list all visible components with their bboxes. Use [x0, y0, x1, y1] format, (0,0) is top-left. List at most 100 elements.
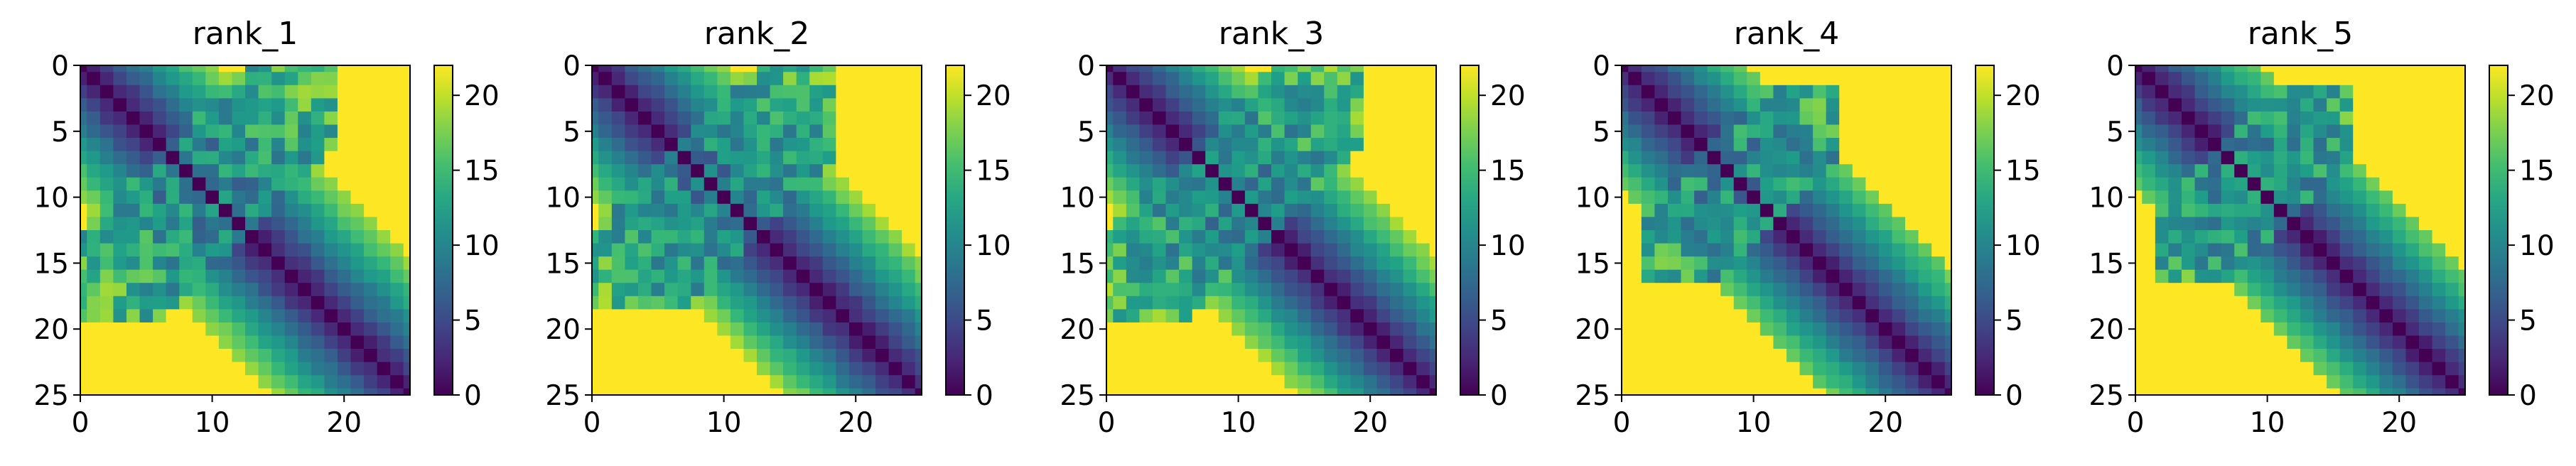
x-tick-label: 20	[326, 407, 362, 439]
heatmap-cell	[2155, 124, 2169, 139]
heatmap-cell	[113, 322, 127, 337]
heatmap-cell	[2135, 269, 2143, 283]
heatmap-cell	[179, 256, 193, 271]
heatmap-cell	[2353, 85, 2367, 99]
heatmap-cell	[1773, 164, 1787, 178]
heatmap-cell	[232, 309, 246, 323]
heatmap-cell	[888, 335, 902, 350]
heatmap-cell	[2168, 256, 2182, 271]
heatmap-cell	[1310, 151, 1325, 165]
heatmap-cell	[637, 230, 652, 244]
heatmap-cell	[1271, 217, 1286, 231]
heatmap-cell	[875, 111, 890, 126]
heatmap-cell	[1720, 269, 1735, 283]
heatmap-cell	[2260, 111, 2275, 126]
heatmap-cell	[1139, 124, 1153, 139]
heatmap-cell	[902, 151, 916, 165]
heatmap-cell	[822, 217, 836, 231]
heatmap-cell	[2432, 296, 2446, 310]
heatmap-cell	[1310, 164, 1325, 178]
heatmap-cell	[1667, 230, 1682, 244]
heatmap-cell	[2234, 335, 2248, 350]
heatmap-cell	[822, 151, 836, 165]
heatmap-cell	[113, 243, 127, 257]
heatmap-cell	[611, 190, 625, 205]
heatmap-cell	[1622, 151, 1629, 165]
heatmap-cell	[337, 230, 352, 244]
heatmap-cell	[2366, 375, 2380, 389]
heatmap-cell	[324, 98, 338, 112]
heatmap-cell	[324, 243, 338, 257]
heatmap-cell	[757, 322, 771, 337]
heatmap-cell	[625, 72, 639, 86]
heatmap-cell	[126, 124, 141, 139]
heatmap-cell	[1720, 349, 1735, 363]
heatmap-cell	[2155, 177, 2169, 191]
heatmap-cell	[704, 72, 718, 86]
heatmap-cell	[1628, 151, 1642, 165]
heatmap-cell	[2273, 230, 2288, 244]
heatmap-cell	[2419, 138, 2433, 152]
heatmap-cell	[99, 269, 114, 283]
heatmap-cell	[2353, 296, 2367, 310]
heatmap-cell	[888, 203, 902, 218]
heatmap-cell	[1667, 269, 1682, 283]
heatmap-cell	[1759, 322, 1774, 337]
heatmap-cell	[153, 362, 167, 376]
heatmap-cell	[2194, 111, 2209, 126]
heatmap-cell	[1232, 190, 1246, 205]
heatmap-cell	[2353, 190, 2367, 205]
heatmap-cell	[284, 335, 298, 350]
heatmap-cell	[717, 269, 731, 283]
heatmap-cell	[1271, 230, 1286, 244]
heatmap-cell	[1654, 322, 1669, 337]
heatmap-cell	[1271, 309, 1286, 323]
heatmap-cell	[1628, 296, 1642, 310]
heatmap-cell	[717, 243, 731, 257]
heatmap-cell	[1813, 65, 1827, 72]
heatmap-cell	[1733, 111, 1747, 126]
heatmap-cell	[1165, 72, 1180, 86]
heatmap-cell	[1799, 335, 1814, 350]
heatmap-cell	[770, 309, 784, 323]
heatmap-cell	[113, 375, 127, 389]
heatmap-cell	[757, 296, 771, 310]
heatmap-cell	[2353, 111, 2367, 126]
heatmap-cell	[1126, 203, 1140, 218]
heatmap-cell	[1324, 269, 1338, 283]
heatmap-cell	[2458, 388, 2465, 395]
heatmap-cell	[598, 243, 613, 257]
heatmap-cell	[1787, 203, 1801, 218]
heatmap-cell	[87, 243, 101, 257]
heatmap-cell	[1416, 283, 1430, 297]
heatmap-cell	[218, 164, 233, 178]
heatmap-cell	[1813, 217, 1827, 231]
heatmap-cell	[2287, 349, 2301, 363]
heatmap-cell	[1258, 177, 1272, 191]
heatmap-cell	[2339, 124, 2354, 139]
heatmap-cell	[245, 85, 259, 99]
heatmap-cell	[1918, 388, 1932, 395]
heatmap-cell	[1759, 283, 1774, 297]
heatmap-cell	[311, 309, 325, 323]
heatmap-cell	[1878, 111, 1893, 126]
heatmap-cell	[2405, 217, 2420, 231]
heatmap-cell	[350, 124, 365, 139]
heatmap-cell	[1813, 151, 1827, 165]
heatmap-cell	[2168, 203, 2182, 218]
heatmap-cell	[2300, 349, 2314, 363]
heatmap-cell	[1905, 111, 1919, 126]
heatmap-cell	[1799, 72, 1814, 86]
heatmap-cell	[1205, 283, 1219, 297]
heatmap-cell	[1787, 177, 1801, 191]
heatmap-cell	[2353, 322, 2367, 337]
heatmap-cell	[664, 362, 679, 376]
heatmap-cell	[1390, 203, 1404, 218]
heatmap-cell	[822, 283, 836, 297]
heatmap-cell	[113, 349, 127, 363]
heatmap-cell	[625, 269, 639, 283]
heatmap-cell	[1747, 349, 1761, 363]
heatmap-cell	[2194, 124, 2209, 139]
heatmap-cell	[862, 269, 876, 283]
